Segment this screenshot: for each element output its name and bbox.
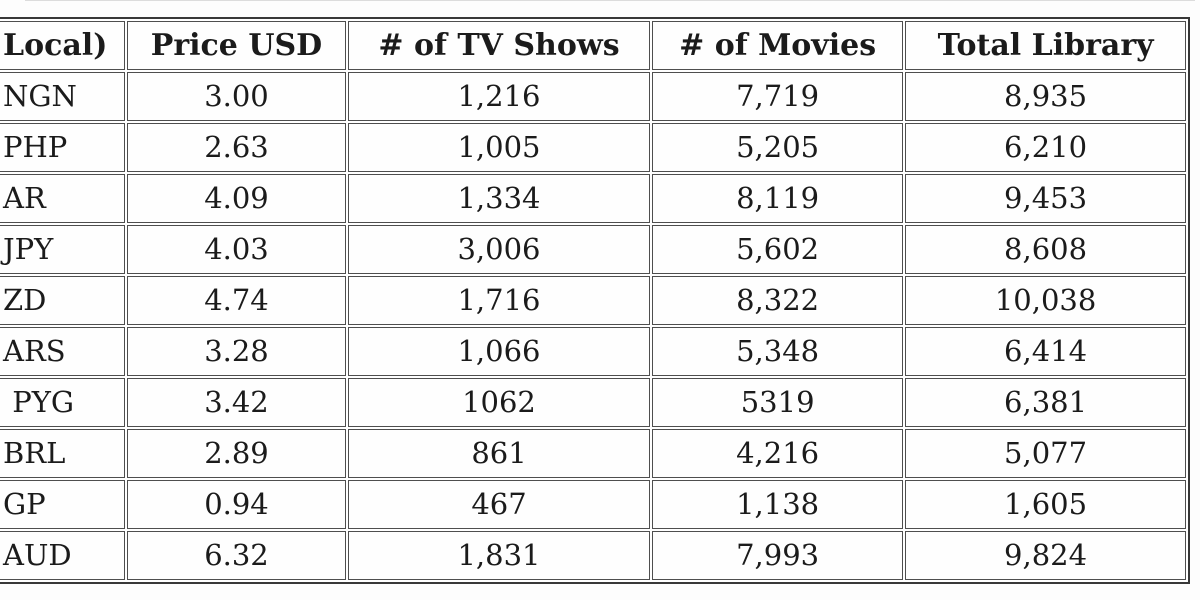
cell-total-library: 6,414 bbox=[905, 327, 1186, 376]
header-cell-movies: # of Movies bbox=[652, 21, 904, 70]
header-cell-tv-shows: # of TV Shows bbox=[347, 21, 651, 70]
cell-total-library: 1,605 bbox=[905, 480, 1186, 529]
cell-total-library: 9,824 bbox=[905, 531, 1186, 580]
header-cell-price-usd: Price USD bbox=[127, 21, 346, 70]
cell-tv-shows: 3,006 bbox=[347, 225, 651, 274]
cell-tv-shows: 1,334 bbox=[347, 174, 651, 223]
table-row: AR 4.09 1,334 8,119 9,453 bbox=[0, 174, 1186, 223]
cell-price-usd: 4.03 bbox=[127, 225, 346, 274]
cell-total-library: 5,077 bbox=[905, 429, 1186, 478]
table-row: AUD 6.32 1,831 7,993 9,824 bbox=[0, 531, 1186, 580]
cell-price-usd: 3.00 bbox=[127, 72, 346, 121]
cell-total-library: 6,381 bbox=[905, 378, 1186, 427]
header-row: Local) Price USD # of TV Shows # of Movi… bbox=[0, 21, 1186, 70]
cell-currency: ZD bbox=[0, 276, 126, 325]
header-cell-total-library: Total Library bbox=[905, 21, 1186, 70]
table-row: BRL 2.89 861 4,216 5,077 bbox=[0, 429, 1186, 478]
cell-currency: NGN bbox=[0, 72, 126, 121]
cell-movies: 5319 bbox=[652, 378, 904, 427]
cell-movies: 4,216 bbox=[652, 429, 904, 478]
table-row: JPY 4.03 3,006 5,602 8,608 bbox=[0, 225, 1186, 274]
cell-tv-shows: 1062 bbox=[347, 378, 651, 427]
table-header: Local) Price USD # of TV Shows # of Movi… bbox=[0, 21, 1186, 70]
cell-total-library: 9,453 bbox=[905, 174, 1186, 223]
cell-movies: 5,205 bbox=[652, 123, 904, 172]
cell-total-library: 8,608 bbox=[905, 225, 1186, 274]
cell-movies: 5,348 bbox=[652, 327, 904, 376]
cropped-content-edge bbox=[25, 0, 1195, 1]
cell-movies: 1,138 bbox=[652, 480, 904, 529]
cell-movies: 8,322 bbox=[652, 276, 904, 325]
cell-tv-shows: 1,831 bbox=[347, 531, 651, 580]
cell-tv-shows: 1,005 bbox=[347, 123, 651, 172]
cell-tv-shows: 1,216 bbox=[347, 72, 651, 121]
cell-movies: 7,719 bbox=[652, 72, 904, 121]
cell-currency: AUD bbox=[0, 531, 126, 580]
cell-total-library: 6,210 bbox=[905, 123, 1186, 172]
cell-price-usd: 4.74 bbox=[127, 276, 346, 325]
cell-currency: AR bbox=[0, 174, 126, 223]
table-row: ARS 3.28 1,066 5,348 6,414 bbox=[0, 327, 1186, 376]
table-body: NGN 3.00 1,216 7,719 8,935 PHP 2.63 1,00… bbox=[0, 72, 1186, 580]
cell-currency: BRL bbox=[0, 429, 126, 478]
cell-total-library: 10,038 bbox=[905, 276, 1186, 325]
table-row: ZD 4.74 1,716 8,322 10,038 bbox=[0, 276, 1186, 325]
cell-price-usd: 6.32 bbox=[127, 531, 346, 580]
cell-price-usd: 4.09 bbox=[127, 174, 346, 223]
cell-price-usd: 3.42 bbox=[127, 378, 346, 427]
cell-price-usd: 3.28 bbox=[127, 327, 346, 376]
cell-tv-shows: 1,716 bbox=[347, 276, 651, 325]
cell-tv-shows: 467 bbox=[347, 480, 651, 529]
cell-currency: ARS bbox=[0, 327, 126, 376]
cell-tv-shows: 861 bbox=[347, 429, 651, 478]
table-row: PHP 2.63 1,005 5,205 6,210 bbox=[0, 123, 1186, 172]
table-row: GP 0.94 467 1,138 1,605 bbox=[0, 480, 1186, 529]
cell-tv-shows: 1,066 bbox=[347, 327, 651, 376]
cell-price-usd: 2.89 bbox=[127, 429, 346, 478]
cell-movies: 7,993 bbox=[652, 531, 904, 580]
cell-currency: JPY bbox=[0, 225, 126, 274]
cell-currency: GP bbox=[0, 480, 126, 529]
table-row: NGN 3.00 1,216 7,719 8,935 bbox=[0, 72, 1186, 121]
cell-movies: 8,119 bbox=[652, 174, 904, 223]
cell-movies: 5,602 bbox=[652, 225, 904, 274]
header-cell-price-local: Local) bbox=[0, 21, 126, 70]
cell-price-usd: 0.94 bbox=[127, 480, 346, 529]
table-row: PYG 3.42 1062 5319 6,381 bbox=[0, 378, 1186, 427]
cell-total-library: 8,935 bbox=[905, 72, 1186, 121]
cell-currency: PYG bbox=[0, 378, 126, 427]
pricing-library-table: Local) Price USD # of TV Shows # of Movi… bbox=[0, 17, 1190, 584]
cell-price-usd: 2.63 bbox=[127, 123, 346, 172]
cell-currency: PHP bbox=[0, 123, 126, 172]
